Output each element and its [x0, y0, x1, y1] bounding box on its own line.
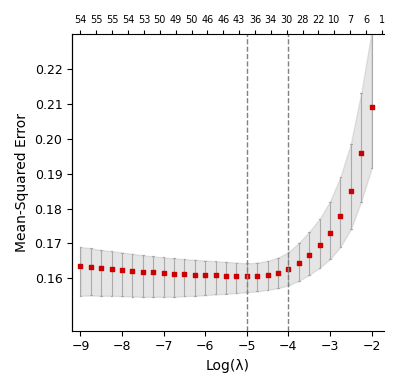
Point [192, 272, 198, 278]
Point [140, 268, 146, 275]
Point [223, 272, 229, 279]
Point [358, 150, 364, 156]
Point [181, 271, 188, 277]
Point [264, 272, 271, 278]
Point [98, 265, 104, 271]
Point [119, 267, 125, 273]
Point [348, 188, 354, 194]
Point [306, 251, 312, 258]
Point [129, 268, 136, 274]
Point [327, 230, 333, 236]
Point [244, 273, 250, 279]
Point [316, 242, 323, 248]
Point [275, 270, 281, 276]
Point [202, 272, 208, 278]
Point [296, 260, 302, 266]
X-axis label: Log(λ): Log(λ) [206, 359, 250, 373]
Point [88, 264, 94, 270]
Point [171, 271, 177, 277]
Point [108, 265, 115, 272]
Point [368, 104, 375, 111]
Point [254, 273, 260, 279]
Point [77, 263, 84, 269]
Point [337, 213, 344, 219]
Point [212, 272, 219, 278]
Y-axis label: Mean-Squared Error: Mean-Squared Error [15, 113, 29, 252]
Point [285, 266, 292, 272]
Point [160, 270, 167, 276]
Point [150, 269, 156, 275]
Point [233, 273, 240, 279]
